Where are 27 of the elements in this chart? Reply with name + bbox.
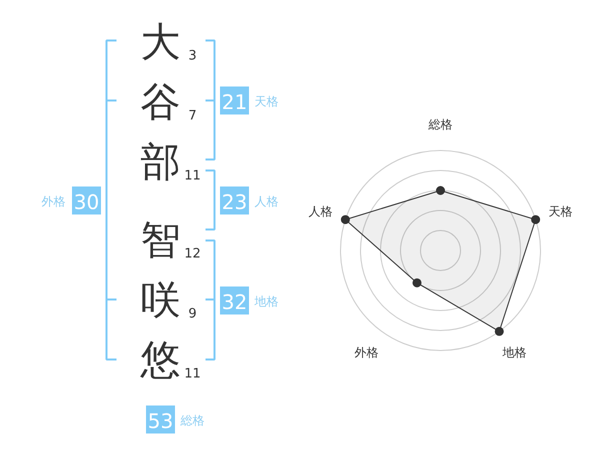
- text: 谷: [140, 80, 180, 126]
- text: 53: [148, 409, 174, 433]
- text: 12: [184, 246, 201, 262]
- text: 23: [222, 190, 248, 214]
- text: 部: [140, 140, 180, 186]
- text: 天格: [254, 94, 278, 108]
- spoke-label: 人格: [308, 204, 333, 219]
- text: 外格: [42, 194, 66, 208]
- spoke-label: 総格: [428, 118, 452, 132]
- text: 3: [188, 48, 197, 64]
- spoke-label: 外格: [354, 345, 378, 360]
- text: 9: [188, 306, 197, 322]
- text: 7: [188, 108, 197, 124]
- text: 咲: [140, 278, 180, 324]
- text: 地格: [254, 294, 278, 308]
- text: 総格: [180, 414, 204, 428]
- spoke-label: 天格: [548, 204, 572, 219]
- text: 大: [140, 20, 180, 66]
- text: 悠: [140, 338, 180, 384]
- text: 智: [140, 218, 180, 264]
- text: 人格: [254, 194, 278, 208]
- text: 32: [222, 290, 248, 314]
- spoke-label: 地格: [502, 345, 527, 360]
- text: 21: [222, 90, 248, 114]
- text: 11: [184, 366, 201, 382]
- text: 30: [74, 190, 100, 214]
- text: 11: [184, 168, 201, 184]
